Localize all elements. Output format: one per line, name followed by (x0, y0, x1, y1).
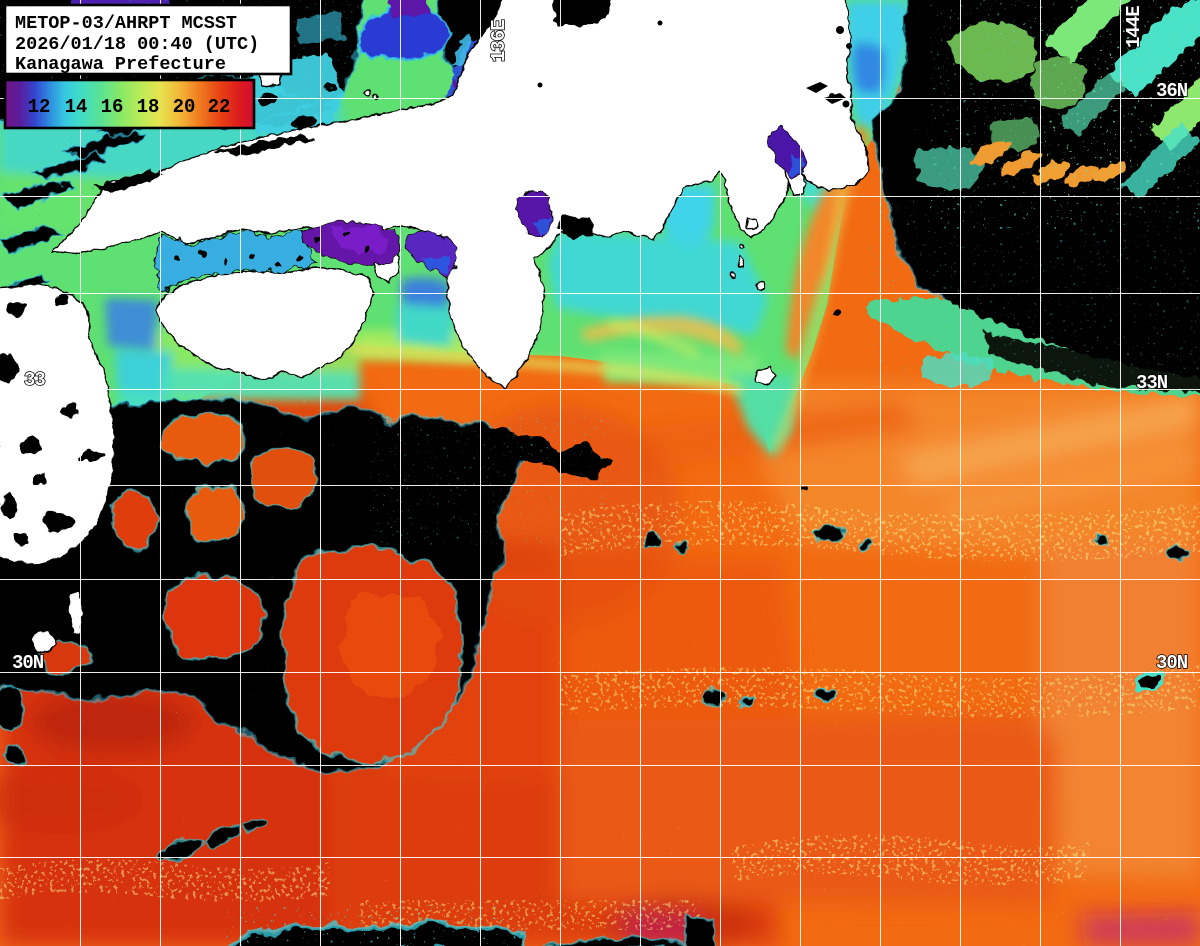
svg-text:16: 16 (101, 96, 124, 118)
svg-text:12: 12 (28, 96, 51, 118)
svg-text:METOP-03/AHRPT MCSST: METOP-03/AHRPT MCSST (15, 13, 237, 34)
svg-text:14: 14 (65, 96, 88, 118)
svg-text:2026/01/18 00:40 (UTC): 2026/01/18 00:40 (UTC) (15, 34, 259, 55)
svg-text:30N: 30N (1156, 652, 1188, 674)
svg-text:33: 33 (24, 369, 45, 391)
svg-text:136E: 136E (488, 20, 510, 62)
svg-text:33N: 33N (1136, 372, 1168, 394)
svg-text:36N: 36N (1156, 80, 1188, 102)
svg-text:Kanagawa Prefecture: Kanagawa Prefecture (15, 54, 226, 75)
svg-text:18: 18 (137, 96, 160, 118)
svg-text:20: 20 (173, 96, 196, 118)
svg-text:22: 22 (208, 96, 231, 118)
svg-text:30N: 30N (12, 652, 44, 674)
svg-text:144E: 144E (1123, 6, 1145, 48)
